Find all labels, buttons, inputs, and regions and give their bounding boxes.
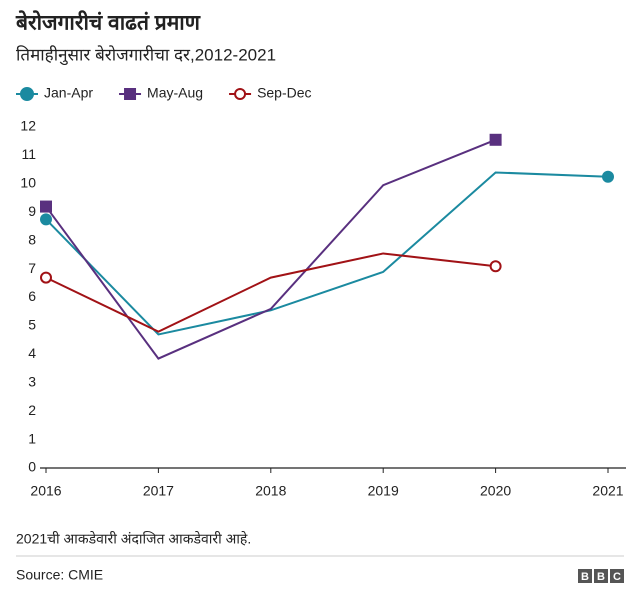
y-tick-label: 0 [28,459,36,475]
source: Source: CMIE [16,567,103,583]
chart-title: बेरोजगारीचं वाढतं प्रमाण [15,10,201,35]
y-tick-label: 10 [20,175,36,191]
legend-label: May-Aug [147,85,203,101]
x-tick-label: 2020 [480,483,511,499]
marker [40,271,52,284]
y-tick-label: 12 [20,118,36,134]
y-tick-label: 11 [21,146,36,162]
legend-label: Jan-Apr [44,85,93,101]
line [45,171,609,336]
line [45,138,496,360]
chart-subtitle: तिमाहीनुसार बेरोजगारीचा दर,2012-2021 [16,44,276,65]
x-tick-label: 2016 [30,483,61,499]
logo-letter: B [597,571,605,583]
x-tick-label: 2017 [143,483,174,499]
y-tick-label: 5 [28,317,36,333]
y-tick-label: 2 [28,402,36,418]
logo-box [578,569,592,583]
x-tick-label: 2021 [592,483,623,499]
y-tick-label: 7 [28,260,36,276]
logo-letter: B [581,571,589,583]
marker [489,260,502,273]
logo-letter: C [613,571,621,583]
legend-label: Sep-Dec [257,85,311,101]
y-tick-label: 4 [28,345,36,361]
legend-marker [234,88,247,100]
marker [40,213,52,226]
line [45,252,496,333]
y-tick-label: 8 [28,231,36,247]
note: 2021ची आकडेवारी अंदाजित आकडेवारी आहे. [16,531,251,547]
y-tick-label: 1 [28,430,36,446]
y-tick-label: 6 [28,288,36,304]
marker [40,200,52,213]
marker [489,133,502,146]
legend-marker [20,87,34,101]
marker [602,170,614,183]
logo-box [610,569,624,583]
logo-box [594,569,608,583]
legend-marker [124,88,137,100]
y-tick-label: 3 [28,373,36,389]
x-tick-label: 2018 [255,483,286,499]
x-tick-label: 2019 [368,483,399,499]
y-tick-label: 9 [28,203,36,219]
